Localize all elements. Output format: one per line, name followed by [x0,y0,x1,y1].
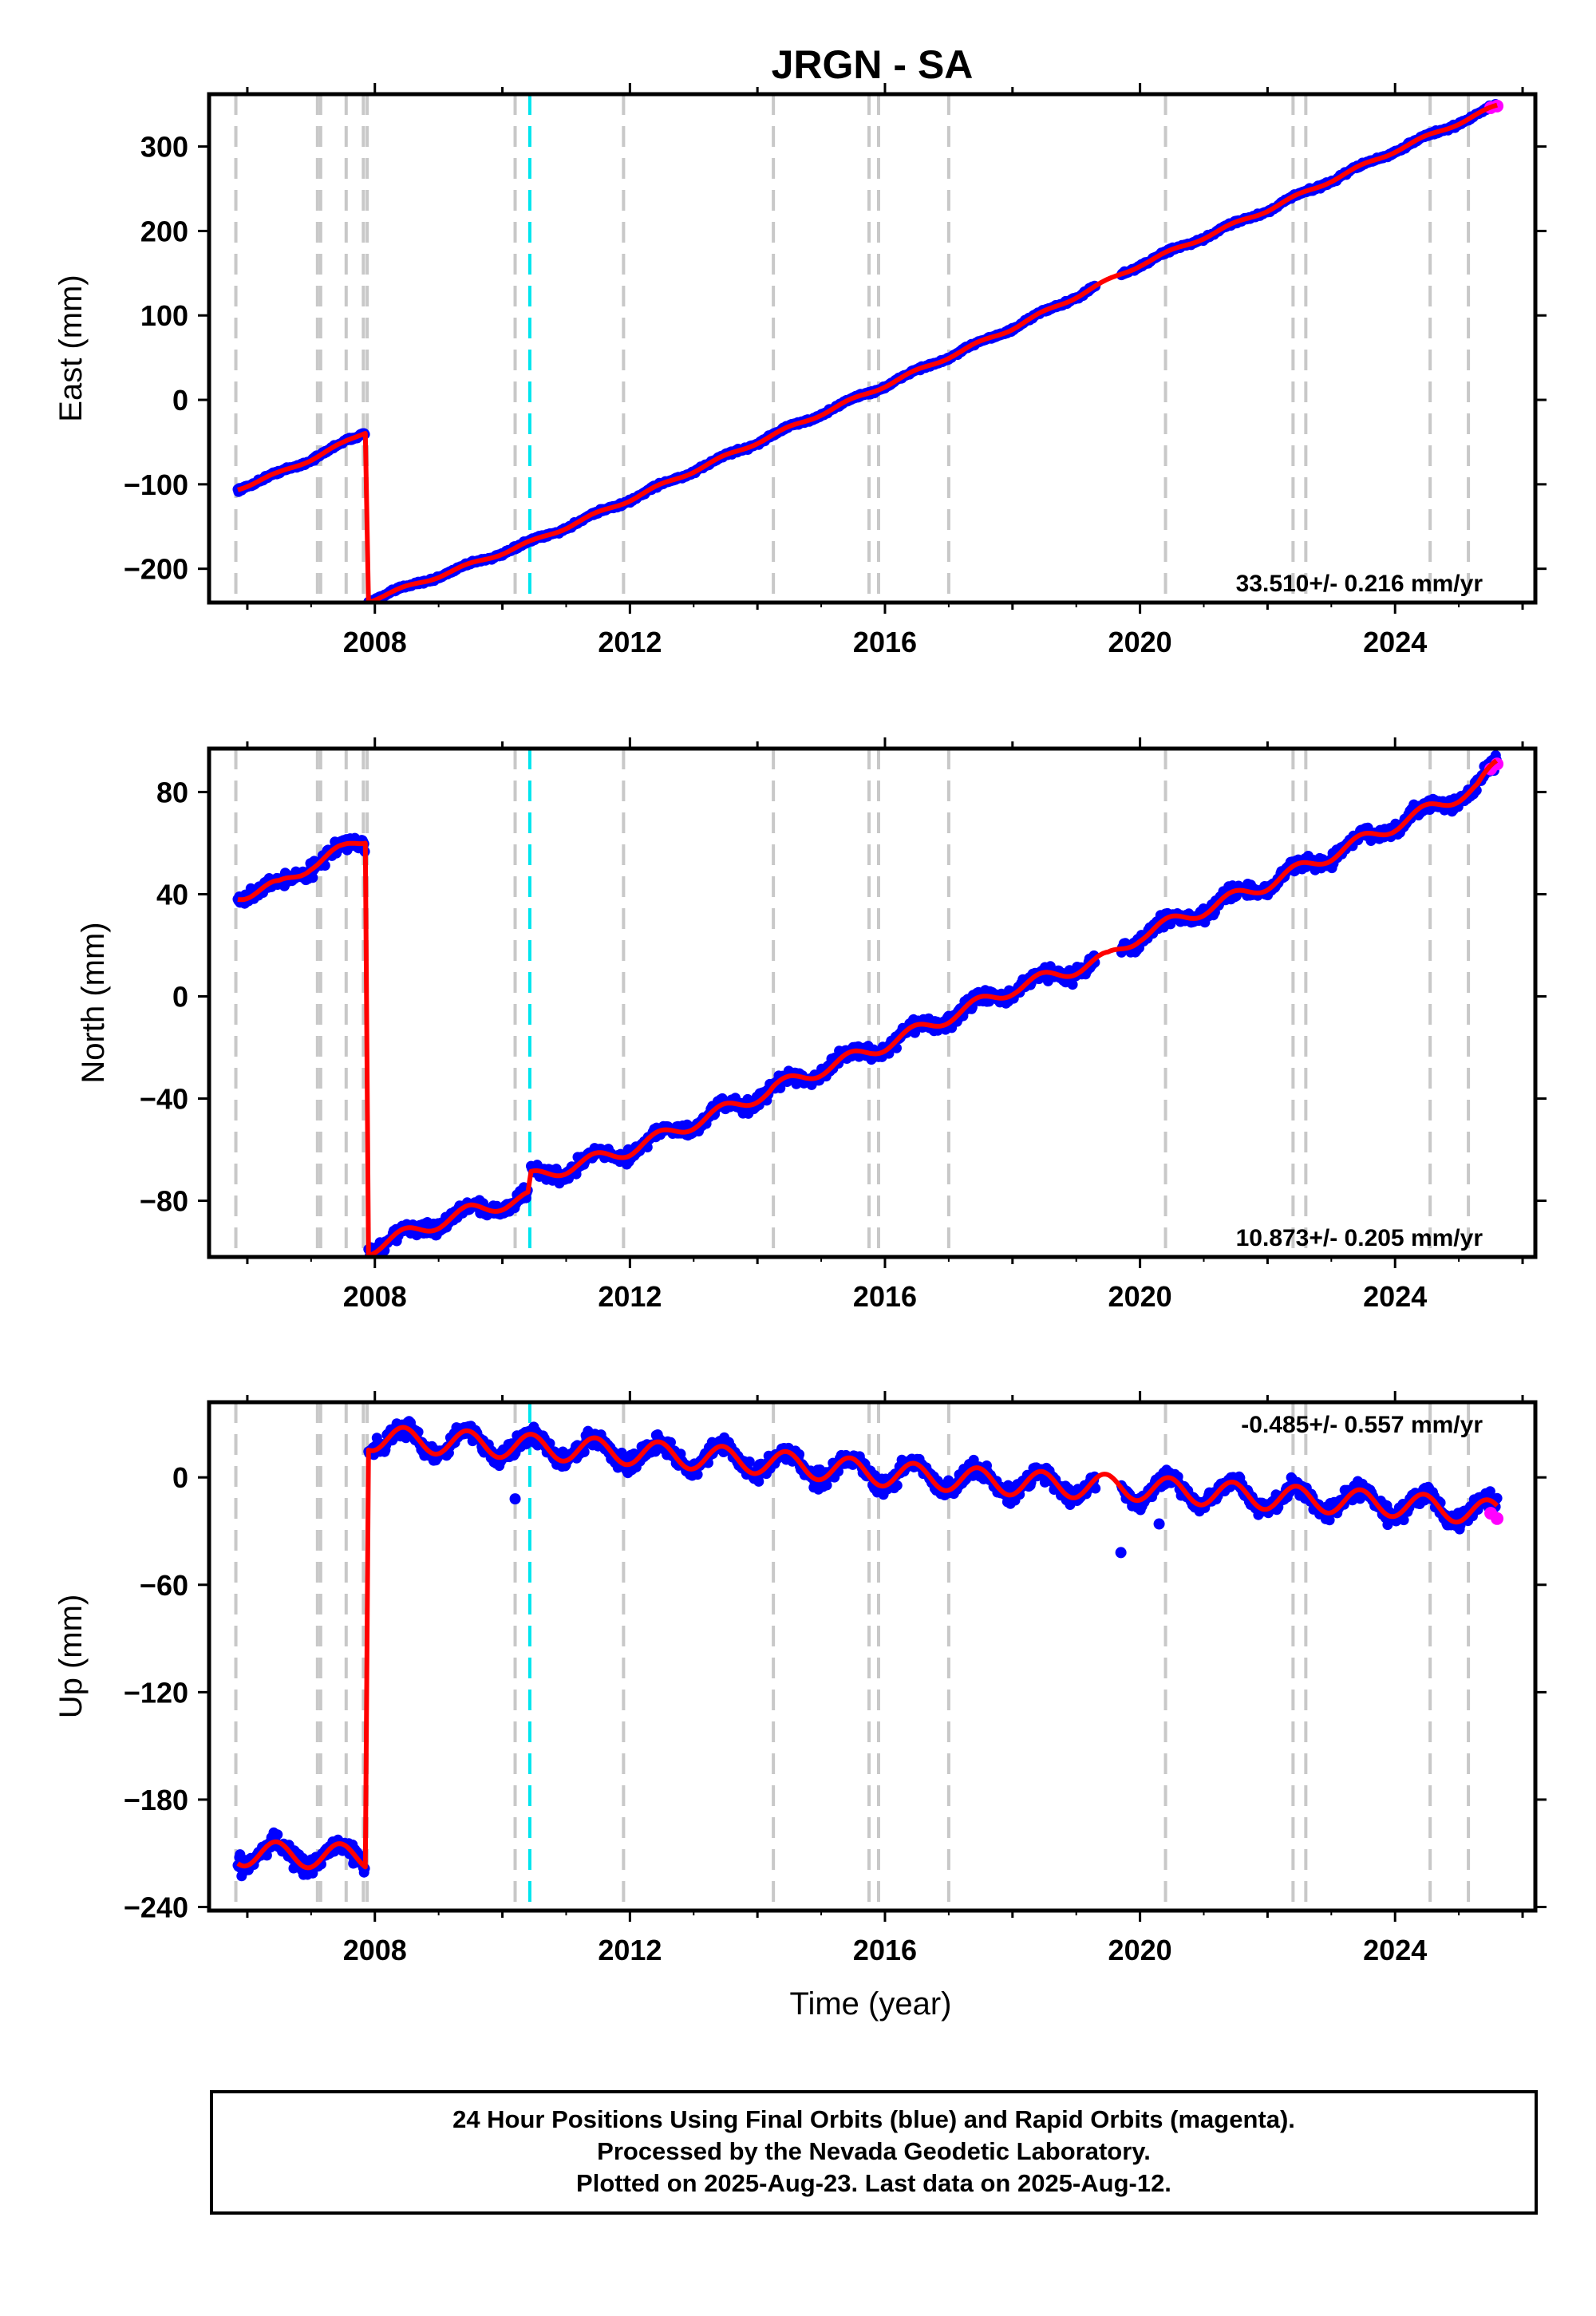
model-fit-line [236,102,1499,603]
x-tick-label: 2016 [853,1280,917,1313]
plot-area [232,94,1504,603]
observation-point [272,1829,283,1840]
velocity-annotation: 33.510+/- 0.216 mm/yr [1236,571,1483,597]
figure-title: JRGN - SA [772,42,974,87]
y-axis: −200 −100 0 100 200 300 [124,131,1547,586]
y-tick-label: −80 [140,1185,188,1218]
x-tick-label: 2012 [598,1280,662,1313]
x-tick-label: 2008 [343,626,407,658]
x-tick-label: 2020 [1108,1280,1172,1313]
y-tick-label: 0 [172,384,188,417]
final-orbit-series [232,1827,370,1882]
y-tick-label: 100 [140,299,188,332]
x-tick-label: 2012 [598,626,662,658]
x-tick-label: 2024 [1363,626,1427,658]
x-axis: 2008 2012 2016 2020 2024 [246,83,1524,658]
velocity-annotation: 10.873+/- 0.205 mm/yr [1236,1225,1483,1251]
y-tick-label: −200 [124,553,188,586]
y-tick-label: 200 [140,215,188,247]
north-panel: 2008 2012 2016 2020 2024 −80 −40 0 40 80 North (mm… [76,737,1547,1313]
x-tick-label: 2016 [853,626,917,658]
plot-area [232,1402,1504,1911]
x-tick-label: 2020 [1108,626,1172,658]
plot-frame [207,92,1538,605]
x-tick-label: 2008 [343,1280,407,1313]
y-tick-label: −100 [124,468,188,501]
y-tick-label: 0 [172,980,188,1013]
y-axis-label: North (mm) [76,922,111,1083]
y-tick-label: −40 [140,1083,188,1116]
y-tick-label: 80 [156,776,188,808]
plot-frame [207,746,1538,1259]
y-tick-label: 40 [156,878,188,911]
y-axis-label: East (mm) [53,275,89,421]
model-fit-line [236,758,1499,1257]
observation-point [307,872,318,883]
final-orbit-series [363,99,1503,603]
x-tick-label: 2024 [1363,1280,1427,1313]
east-panel: 2008 2012 2016 2020 2024 −200 −100 0 100 200 300 Ea… [53,83,1547,658]
y-tick-label: 300 [140,131,188,164]
plot-area [232,749,1504,1257]
